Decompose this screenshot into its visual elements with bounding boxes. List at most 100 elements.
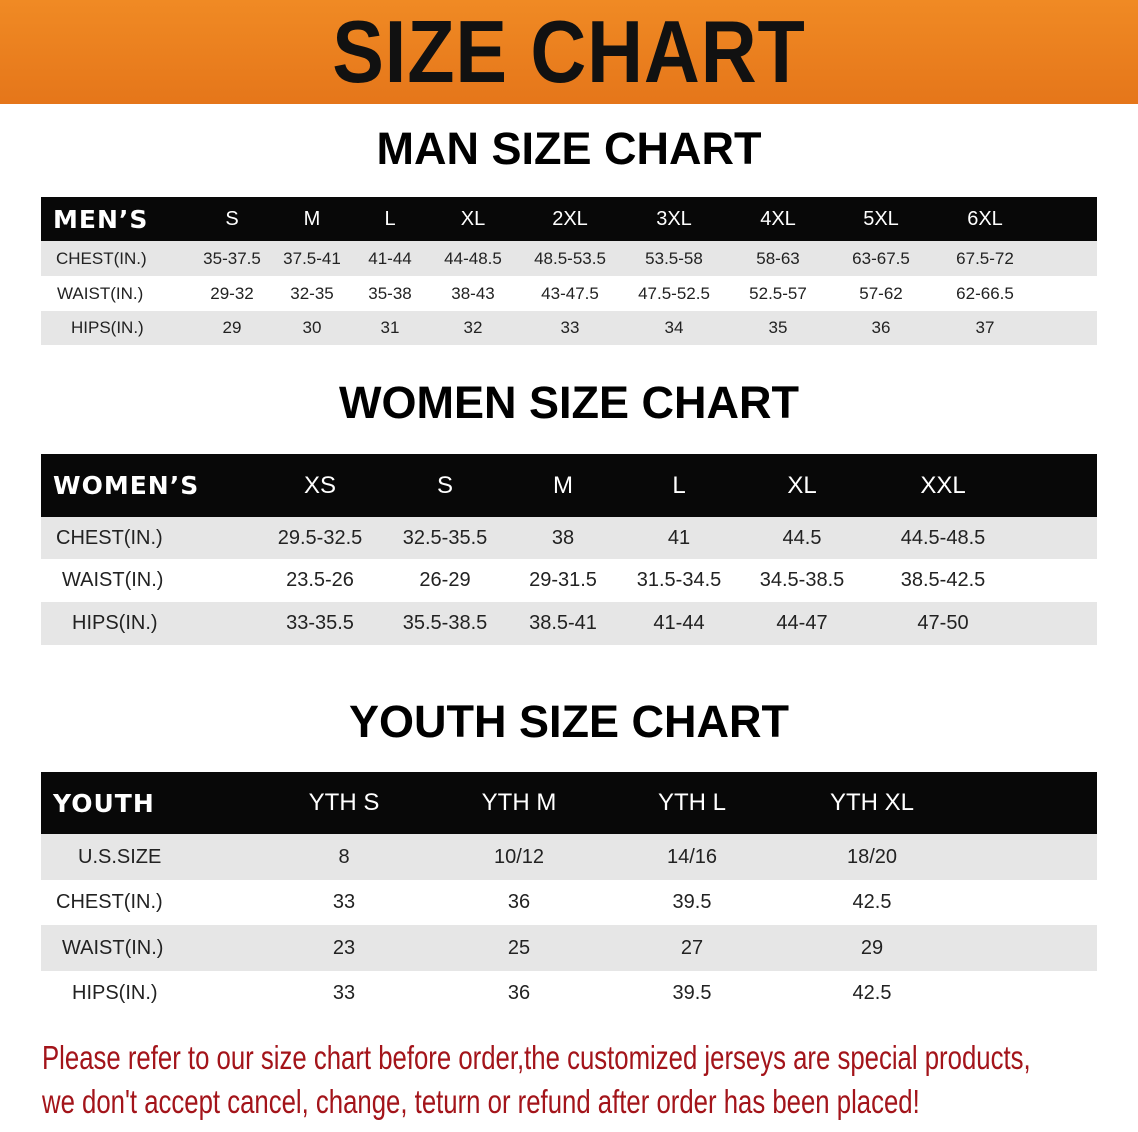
measurement-cell: 44-48.5 [444, 248, 502, 268]
measurement-cell: 30 [302, 318, 322, 337]
measurement-cell: 44.5-48.5 [900, 526, 986, 549]
size-header: 2XL [552, 207, 588, 230]
size-header: YTH M [481, 789, 557, 816]
size-header: L [672, 471, 686, 499]
measurement-cell: 29-31.5 [529, 569, 597, 591]
measurement-cell: 29.5-32.5 [277, 526, 363, 549]
banner-title: SIZE CHART [332, 2, 806, 101]
measurement-cell: 39.5 [672, 891, 712, 913]
youth-size-table: YOUTH YTH S YTH M YTH L YTH XL U.S.SIZE 8 10/12… [41, 772, 1097, 1016]
measurement-cell: 33 [332, 982, 356, 1004]
table-row: CHEST(IN.) 29.5-32.5 32.5-35.5 38 41 44.5 44.5… [41, 517, 1097, 559]
policy-note-line-2: we don't accept cancel, change, teturn o… [42, 1083, 920, 1120]
measurement-cell: 47.5-52.5 [638, 283, 710, 303]
women-table-header: WOMEN’S XS S M L XL XXL [41, 454, 1097, 517]
size-header: 6XL [967, 207, 1003, 230]
measurement-cell: 36 [507, 891, 531, 913]
measurement-cell: 29 [860, 936, 884, 959]
measurement-cell: 44-47 [776, 612, 828, 634]
size-header: YTH L [657, 789, 727, 816]
row-label: U.S.SIZE [78, 845, 162, 868]
table-row: WAIST(IN.) 29-32 32-35 35-38 38-43 43-47.5 47.… [41, 276, 1097, 311]
row-label: HIPS(IN.) [71, 318, 144, 337]
measurement-cell: 57-62 [859, 283, 903, 303]
youth-table-header: YOUTH YTH S YTH M YTH L YTH XL [41, 772, 1097, 834]
measurement-cell: 10/12 [493, 845, 545, 868]
measurement-cell: 35.5-38.5 [402, 612, 488, 634]
measurement-cell: 18/20 [846, 845, 898, 868]
men-size-table: MEN’S S M L XL 2XL 3XL 4XL 5XL 6XL CHEST(IN.) 35-37… [41, 197, 1097, 345]
measurement-cell: 62-66.5 [956, 283, 1014, 303]
row-label: WAIST(IN.) [57, 283, 144, 303]
measurement-cell: 42.5 [852, 891, 892, 913]
size-header: 5XL [863, 207, 899, 230]
measurement-cell: 48.5-53.5 [534, 248, 606, 268]
men-header-label: MEN’S [53, 204, 149, 234]
men-section-title: MAN SIZE CHART [376, 123, 762, 174]
measurement-cell: 33 [332, 891, 356, 913]
size-header: YTH S [308, 789, 380, 816]
size-header: YTH XL [829, 789, 915, 816]
row-label: CHEST(IN.) [56, 248, 147, 268]
measurement-cell: 23.5-26 [286, 569, 354, 591]
table-row: WAIST(IN.) 23 25 27 29 [41, 925, 1097, 971]
measurement-cell: 34 [664, 318, 684, 337]
size-header: S [436, 471, 454, 499]
measurement-cell: 43-47.5 [541, 283, 599, 303]
table-row: WAIST(IN.) 23.5-26 26-29 29-31.5 31.5-34.5 34… [41, 559, 1097, 602]
row-label: WAIST(IN.) [62, 569, 164, 591]
size-header: M [553, 471, 573, 499]
size-header: XXL [920, 471, 966, 499]
size-header: 4XL [760, 207, 796, 230]
size-header: XL [787, 471, 817, 499]
measurement-cell: 33-35.5 [286, 612, 354, 634]
measurement-cell: 35 [768, 318, 788, 337]
measurement-cell: 27 [680, 936, 704, 959]
row-label: HIPS(IN.) [72, 982, 158, 1004]
policy-note-line-1: Please refer to our size chart before or… [42, 1039, 1031, 1076]
table-row: HIPS(IN.) 33-35.5 35.5-38.5 38.5-41 41-44 44-… [41, 602, 1097, 645]
measurement-cell: 53.5-58 [645, 248, 703, 268]
measurement-cell: 38.5-42.5 [900, 569, 986, 591]
measurement-cell: 35-38 [368, 283, 412, 303]
measurement-cell: 58-63 [756, 248, 800, 268]
measurement-cell: 31.5-34.5 [636, 569, 722, 591]
measurement-cell: 39.5 [672, 982, 712, 1004]
measurement-cell: 44.5 [782, 526, 822, 549]
youth-header-label: YOUTH [53, 788, 155, 818]
measurement-cell: 36 [507, 982, 531, 1004]
measurement-cell: 41-44 [653, 612, 705, 634]
measurement-cell: 26-29 [419, 569, 471, 591]
measurement-cell: 37.5-41 [283, 248, 341, 268]
table-row: HIPS(IN.) 33 36 39.5 42.5 [41, 971, 1097, 1016]
table-row: CHEST(IN.) 35-37.5 37.5-41 41-44 44-48.5 48.5… [41, 241, 1097, 276]
measurement-cell: 34.5-38.5 [759, 569, 845, 591]
banner: SIZE CHART [0, 0, 1138, 104]
youth-section-title: YOUTH SIZE CHART [348, 696, 789, 747]
size-header: 3XL [656, 207, 692, 230]
measurement-cell: 8 [338, 845, 350, 868]
size-header: M [303, 207, 321, 230]
measurement-cell: 42.5 [852, 982, 892, 1004]
measurement-cell: 33 [560, 318, 580, 337]
measurement-cell: 32-35 [290, 283, 334, 303]
measurement-cell: 31 [380, 318, 400, 337]
measurement-cell: 25 [507, 936, 531, 959]
row-label: WAIST(IN.) [62, 936, 164, 959]
measurement-cell: 63-67.5 [852, 248, 910, 268]
measurement-cell: 35-37.5 [203, 248, 261, 268]
size-header: L [384, 207, 396, 230]
measurement-cell: 37 [975, 318, 995, 337]
women-size-table: WOMEN’S XS S M L XL XXL CHEST(IN.) 29.5-32.5 32.5… [41, 454, 1097, 645]
size-header: S [225, 207, 239, 230]
measurement-cell: 32 [463, 318, 483, 337]
measurement-cell: 29 [222, 318, 242, 337]
measurement-cell: 67.5-72 [956, 248, 1014, 268]
men-table-header: MEN’S S M L XL 2XL 3XL 4XL 5XL 6XL [41, 197, 1097, 241]
measurement-cell: 38 [551, 526, 575, 549]
row-label: HIPS(IN.) [72, 612, 158, 634]
table-row: CHEST(IN.) 33 36 39.5 42.5 [41, 880, 1097, 925]
measurement-cell: 38.5-41 [529, 612, 597, 634]
women-section-title: WOMEN SIZE CHART [339, 377, 799, 428]
row-label: CHEST(IN.) [56, 891, 163, 913]
